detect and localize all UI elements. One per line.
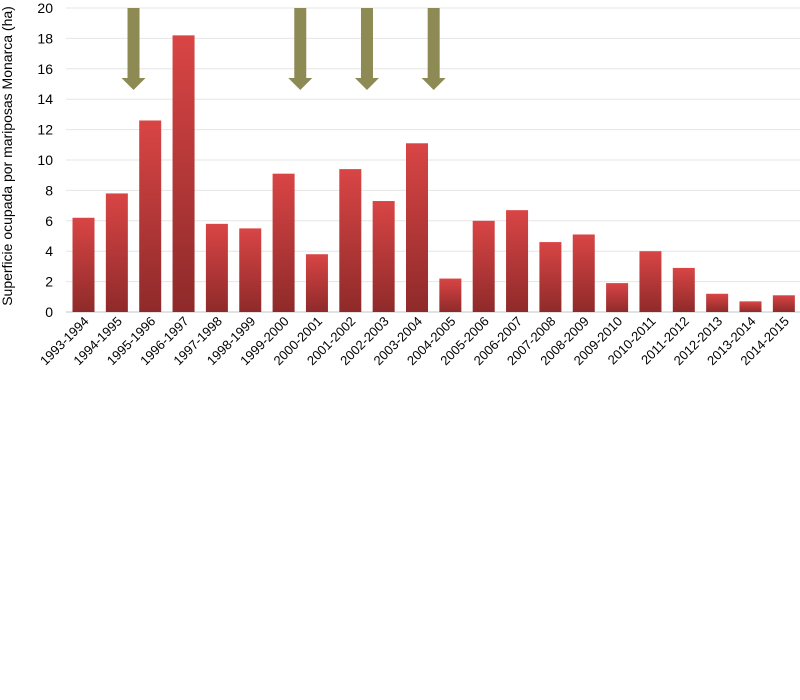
bar-2003-2004: [406, 143, 428, 312]
bar-2002-2003: [372, 201, 395, 312]
down-arrow-2000-2001: [288, 8, 313, 90]
y-tick-label: 12: [37, 122, 53, 138]
y-tick-label: 0: [45, 304, 53, 320]
bar-2004-2005: [439, 278, 462, 312]
y-tick-label: 4: [45, 243, 53, 259]
bar-2000-2001: [305, 254, 328, 312]
y-tick-labels: 0 2 4 6 8 10 12 14 16 18 20: [37, 0, 53, 320]
bar-1998-1999: [239, 228, 262, 312]
bar-2006-2007: [506, 210, 529, 312]
bar-2011-2012: [672, 267, 695, 312]
bar-2012-2013: [706, 293, 729, 312]
bar-2013-2014: [739, 301, 762, 312]
y-tick-label: 6: [45, 213, 53, 229]
arrows: [121, 8, 446, 90]
bar-2001-2002: [339, 169, 362, 312]
y-axis-title: Superficie ocupada por mariposas Monarca…: [0, 6, 15, 306]
y-tick-label: 8: [45, 182, 53, 198]
y-tick-label: 20: [37, 0, 53, 16]
bar-1997-1998: [205, 223, 228, 312]
bar-2007-2008: [539, 242, 562, 312]
y-tick-label: 14: [37, 91, 53, 107]
y-tick-label: 18: [37, 30, 53, 46]
bar-2014-2015: [772, 295, 795, 312]
down-arrow-2002-2003: [354, 8, 379, 90]
y-tick-label: 16: [37, 61, 53, 77]
bar-1994-1995: [105, 193, 128, 312]
y-tick-label: 2: [45, 274, 53, 290]
bar-1995-1996: [139, 120, 162, 312]
bars: [72, 35, 795, 313]
x-tick-labels: 1993-19941994-19951995-19961996-19971997…: [37, 314, 792, 369]
bar-2005-2006: [472, 220, 495, 312]
down-arrow-1995-1996: [121, 8, 146, 90]
bar-2009-2010: [606, 283, 629, 312]
bar-2008-2009: [572, 234, 595, 312]
bar-1999-2000: [272, 173, 295, 312]
y-tick-label: 10: [37, 152, 53, 168]
bar-1996-1997: [172, 35, 195, 313]
bar-1993-1994: [72, 217, 95, 312]
bar-2010-2011: [639, 251, 662, 312]
down-arrow-2004-2005: [421, 8, 446, 90]
